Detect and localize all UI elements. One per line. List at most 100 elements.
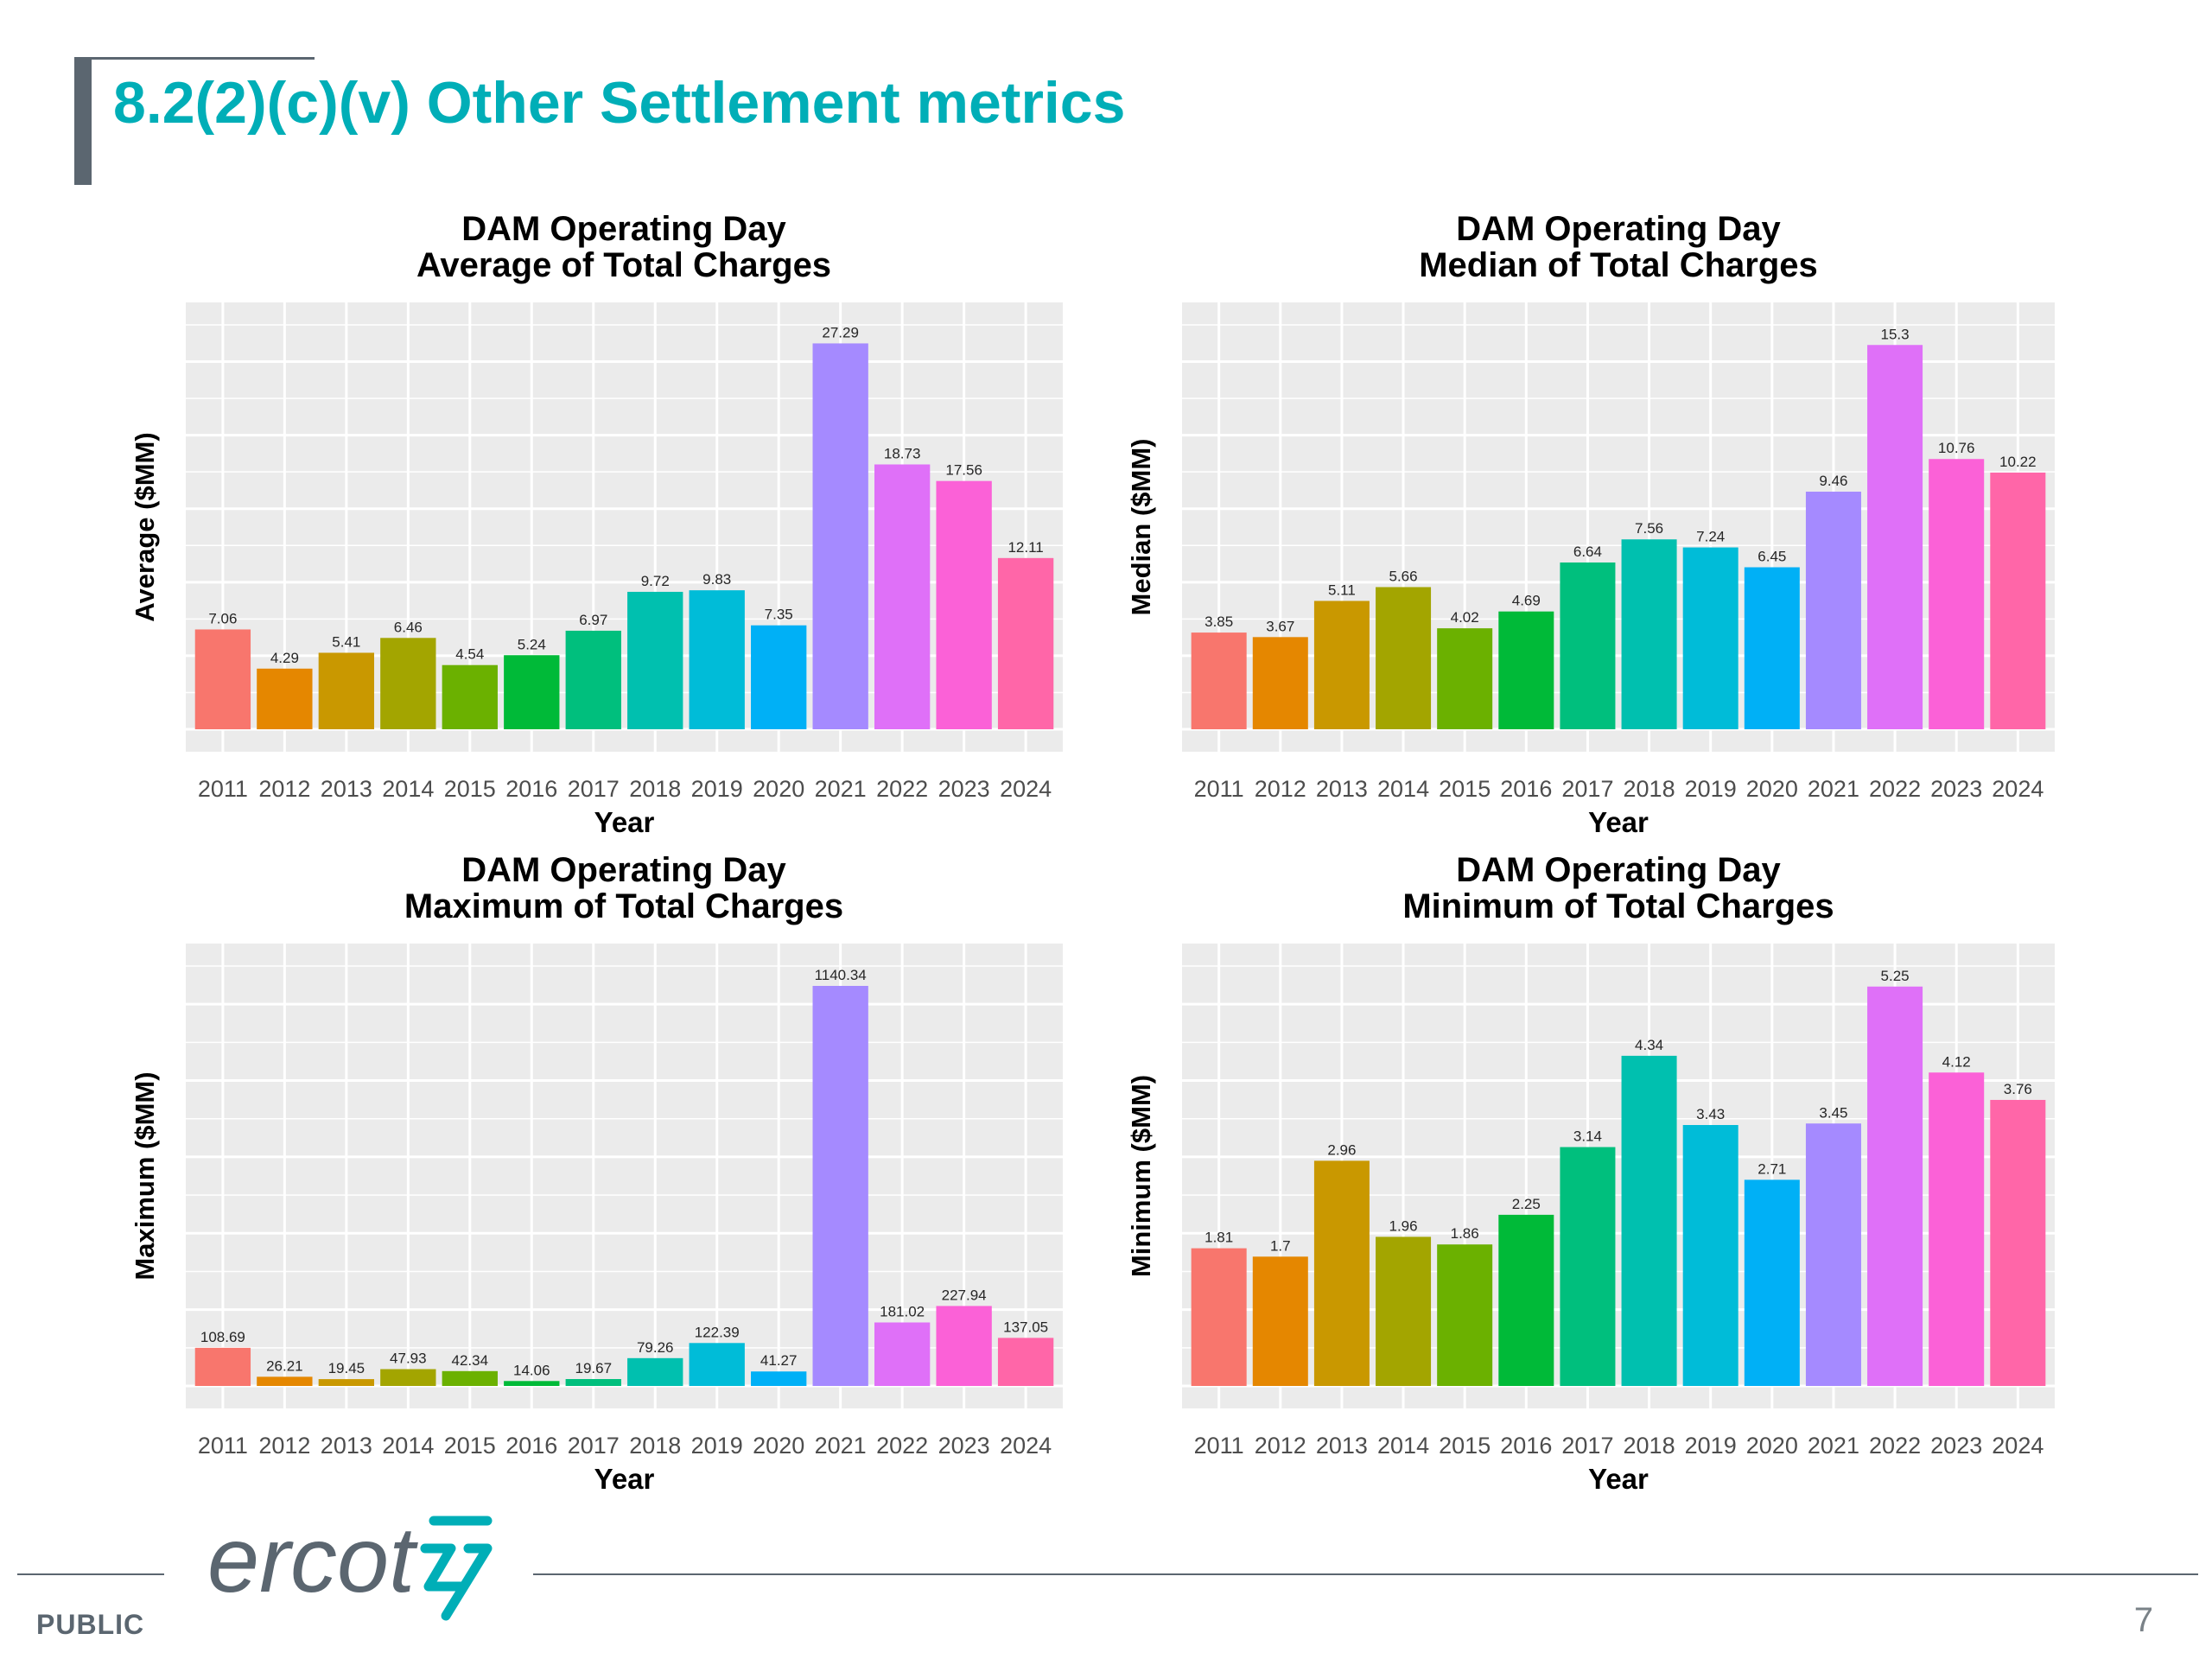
data-label: 2.25 bbox=[1512, 1196, 1541, 1212]
data-label: 227.94 bbox=[942, 1287, 987, 1303]
data-label: 5.25 bbox=[1881, 968, 1910, 984]
data-label: 14.06 bbox=[513, 1362, 550, 1378]
x-tick-label: 2020 bbox=[753, 1433, 804, 1459]
data-label: 1.96 bbox=[1389, 1217, 1418, 1234]
logo-wordmark: ercot bbox=[207, 1514, 418, 1611]
bar bbox=[1376, 1236, 1432, 1386]
data-label: 6.97 bbox=[579, 612, 607, 628]
x-axis-label: Year bbox=[1588, 1463, 1649, 1495]
x-tick-label: 2016 bbox=[1500, 776, 1552, 802]
data-label: 7.35 bbox=[765, 607, 793, 623]
data-label: 4.12 bbox=[1942, 1053, 1971, 1070]
x-tick-label: 2017 bbox=[568, 776, 620, 802]
data-label: 181.02 bbox=[880, 1304, 925, 1320]
bar bbox=[1376, 587, 1432, 729]
bar bbox=[1191, 1248, 1247, 1386]
data-label: 26.21 bbox=[266, 1357, 303, 1374]
x-tick-label: 2014 bbox=[1377, 776, 1429, 802]
x-tick-label: 2013 bbox=[1316, 1433, 1368, 1459]
footer-classification: PUBLIC bbox=[36, 1609, 145, 1640]
chart-title: DAM Operating Day bbox=[1456, 851, 1781, 889]
x-tick-label: 2015 bbox=[1439, 776, 1491, 802]
data-label: 18.73 bbox=[884, 446, 921, 462]
x-tick-label: 2020 bbox=[753, 776, 804, 802]
data-label: 1.86 bbox=[1451, 1225, 1479, 1242]
data-label: 6.46 bbox=[394, 619, 423, 635]
bar bbox=[504, 1381, 560, 1386]
bar bbox=[194, 629, 251, 729]
data-label: 7.24 bbox=[1696, 529, 1725, 545]
x-tick-label: 2012 bbox=[258, 776, 310, 802]
footer-rule-right bbox=[533, 1573, 2198, 1575]
plot-background bbox=[186, 944, 1063, 1408]
x-tick-label: 2016 bbox=[505, 1433, 557, 1459]
plot-background bbox=[1182, 302, 2055, 752]
x-tick-label: 2019 bbox=[1685, 776, 1737, 802]
data-label: 79.26 bbox=[637, 1339, 674, 1356]
x-tick-label: 2018 bbox=[1624, 1433, 1675, 1459]
bar bbox=[1744, 1179, 1800, 1386]
chart-subtitle: Minimum of Total Charges bbox=[1402, 887, 1834, 925]
x-tick-label: 2022 bbox=[876, 776, 928, 802]
bar bbox=[442, 1370, 498, 1386]
bar bbox=[1498, 1214, 1554, 1386]
bar bbox=[627, 1357, 683, 1386]
x-tick-label: 2011 bbox=[198, 776, 248, 802]
x-tick-label: 2022 bbox=[876, 1433, 928, 1459]
data-label: 27.29 bbox=[822, 324, 859, 340]
chart-subtitle: Average of Total Charges bbox=[416, 246, 831, 284]
x-tick-label: 2021 bbox=[815, 776, 867, 802]
plot-background bbox=[186, 302, 1063, 752]
data-label: 4.02 bbox=[1451, 609, 1479, 626]
data-label: 7.56 bbox=[1635, 520, 1663, 537]
ercot-logo: ercot bbox=[207, 1514, 493, 1621]
bar bbox=[1437, 628, 1493, 729]
bar bbox=[380, 638, 436, 729]
data-label: 6.45 bbox=[1758, 549, 1786, 565]
data-label: 47.93 bbox=[390, 1351, 427, 1367]
x-axis-label: Year bbox=[594, 806, 655, 838]
bar bbox=[751, 1371, 807, 1386]
bar bbox=[194, 1347, 251, 1386]
x-tick-label: 2015 bbox=[1439, 1433, 1491, 1459]
x-tick-label: 2024 bbox=[1000, 1433, 1052, 1459]
y-axis-label: Median ($MM) bbox=[1126, 439, 1156, 616]
data-label: 4.34 bbox=[1635, 1037, 1663, 1053]
bar bbox=[627, 591, 683, 729]
x-tick-label: 2016 bbox=[505, 776, 557, 802]
x-tick-label: 2020 bbox=[1746, 776, 1798, 802]
bar bbox=[1313, 601, 1370, 729]
footer-rule-left bbox=[17, 1573, 164, 1575]
data-label: 3.67 bbox=[1266, 618, 1294, 634]
data-label: 7.06 bbox=[208, 610, 237, 626]
bar bbox=[1313, 1160, 1370, 1386]
data-label: 1140.34 bbox=[815, 967, 867, 983]
bar bbox=[380, 1369, 436, 1386]
x-tick-label: 2017 bbox=[568, 1433, 620, 1459]
title-accent-bar bbox=[74, 58, 92, 185]
bar bbox=[318, 652, 375, 729]
x-tick-label: 2019 bbox=[691, 776, 743, 802]
x-tick-label: 2014 bbox=[1377, 1433, 1429, 1459]
data-label: 10.22 bbox=[1999, 454, 2037, 470]
logo-bolt-icon bbox=[420, 1516, 493, 1621]
data-label: 42.34 bbox=[452, 1352, 489, 1369]
data-label: 6.64 bbox=[1573, 543, 1602, 560]
x-tick-label: 2023 bbox=[1930, 776, 1982, 802]
data-label: 4.54 bbox=[455, 646, 484, 663]
x-tick-label: 2013 bbox=[1316, 776, 1368, 802]
bar bbox=[1805, 492, 1861, 729]
x-tick-label: 2019 bbox=[1685, 1433, 1737, 1459]
bar bbox=[936, 1306, 992, 1386]
bar bbox=[874, 1322, 931, 1386]
chart-title: DAM Operating Day bbox=[461, 851, 786, 889]
bar bbox=[1560, 1147, 1616, 1386]
x-tick-label: 2023 bbox=[938, 776, 990, 802]
x-tick-label: 2016 bbox=[1500, 1433, 1552, 1459]
bar bbox=[565, 1379, 621, 1386]
x-tick-label: 2011 bbox=[198, 1433, 248, 1459]
bar bbox=[997, 1338, 1054, 1386]
x-tick-label: 2015 bbox=[444, 1433, 496, 1459]
x-tick-label: 2013 bbox=[321, 1433, 372, 1459]
